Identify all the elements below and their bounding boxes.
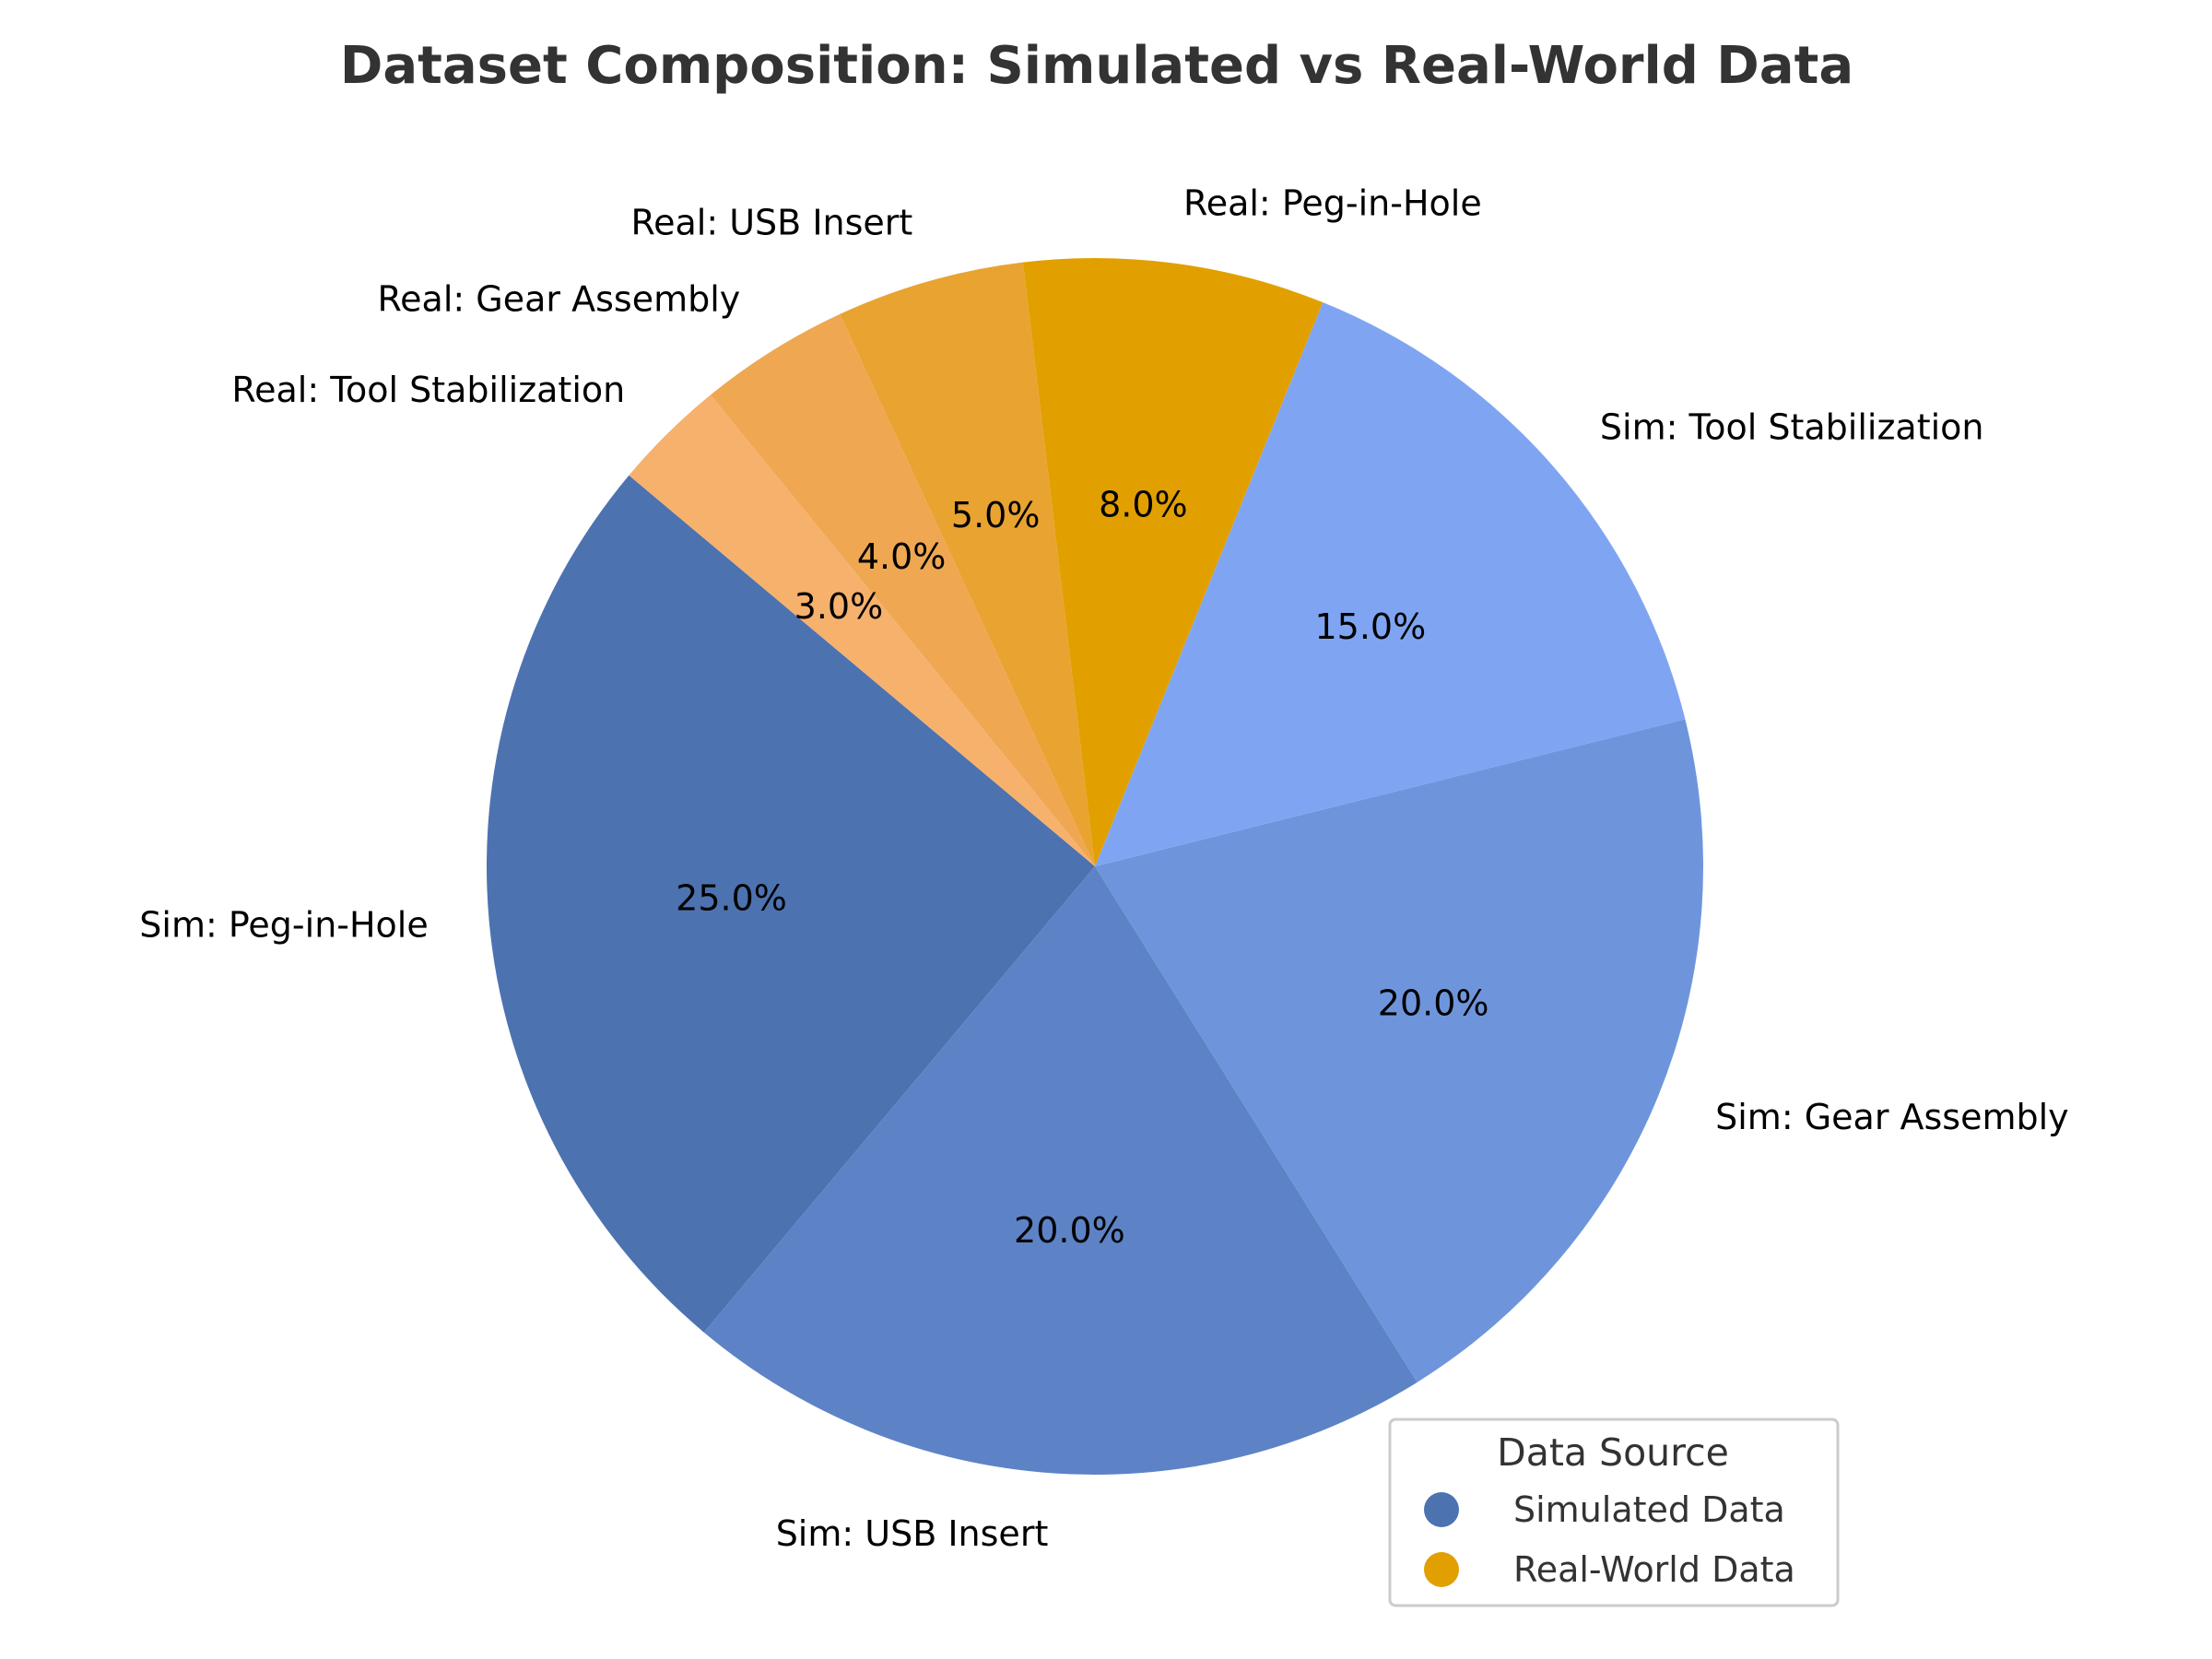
- slice-real-usb-insert: [840, 262, 1095, 866]
- legend-title: Data Source: [1497, 1430, 1729, 1475]
- slice-sim-tool-stabilization: [1095, 302, 1686, 866]
- slice-label-real-gear-assembly: Real: Gear Assembly: [377, 278, 740, 319]
- legend-entry-simulated: Simulated Data: [1513, 1489, 1785, 1530]
- slice-percent-sim-peg-in-hole: 25.0%: [676, 878, 787, 919]
- slice-percent-real-tool-stabilization: 3.0%: [794, 586, 884, 627]
- slice-percent-sim-usb-insert: 20.0%: [1014, 1210, 1125, 1251]
- legend-entry-real-world: Real-World Data: [1513, 1549, 1795, 1590]
- slice-real-gear-assembly: [710, 313, 1095, 867]
- pie-labels: Sim: Peg-in-Hole 25.0% Sim: USB Insert 20.0…: [139, 182, 2068, 1554]
- slice-sim-gear-assembly: [1095, 719, 1703, 1382]
- slice-label-sim-gear-assembly: Sim: Gear Assembly: [1715, 1097, 2069, 1137]
- slice-real-peg-in-hole: [1022, 258, 1324, 866]
- legend-marker-simulated: [1424, 1492, 1459, 1527]
- slice-label-sim-usb-insert: Sim: USB Insert: [776, 1513, 1049, 1554]
- slice-label-real-tool-stabilization: Real: Tool Stabilization: [231, 370, 625, 410]
- slice-sim-usb-insert: [703, 866, 1418, 1475]
- legend: Data Source Simulated Data Real-World Da…: [1388, 1418, 1840, 1607]
- slice-percent-sim-tool-stabilization: 15.0%: [1315, 606, 1427, 647]
- slice-sim-peg-in-hole: [486, 475, 1095, 1333]
- slice-percent-real-gear-assembly: 4.0%: [857, 536, 947, 577]
- pie-slices: [486, 258, 1703, 1475]
- slice-label-sim-tool-stabilization: Sim: Tool Stabilization: [1600, 407, 1984, 448]
- legend-box: [1388, 1418, 1840, 1607]
- slice-percent-sim-gear-assembly: 20.0%: [1378, 982, 1489, 1023]
- slice-real-tool-stabilization: [629, 394, 1095, 866]
- slice-label-real-usb-insert: Real: USB Insert: [630, 202, 912, 242]
- slice-percent-real-peg-in-hole: 8.0%: [1099, 484, 1188, 524]
- legend-marker-real-world: [1424, 1552, 1459, 1587]
- slice-percent-real-usb-insert: 5.0%: [951, 495, 1041, 535]
- chart-title: Dataset Composition: Simulated vs Real-W…: [340, 36, 1853, 96]
- slice-label-sim-peg-in-hole: Sim: Peg-in-Hole: [139, 904, 428, 945]
- slice-label-real-peg-in-hole: Real: Peg-in-Hole: [1183, 182, 1482, 223]
